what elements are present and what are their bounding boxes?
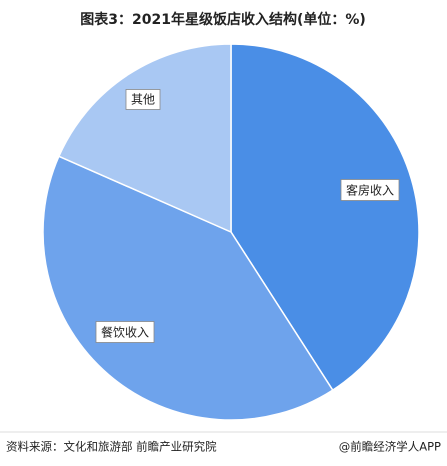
credit: @前瞻经济学人APP (339, 440, 441, 454)
label-box (95, 321, 155, 343)
source: 资料来源：文化和旅游部 前瞻产业研究院 (6, 440, 217, 454)
slice-label: 餐饮收入 (101, 325, 149, 340)
slice-label: 客房收入 (346, 183, 394, 198)
pie (42, 43, 420, 421)
label-box (340, 179, 400, 201)
pie-slice (230, 43, 420, 392)
pie-slice (42, 155, 334, 421)
label-box (125, 89, 161, 110)
slice-label: 其他 (131, 93, 155, 107)
chart-title: 图表3：2021年星级饭店收入结构(单位：%) (80, 11, 366, 28)
pie-slice (57, 43, 232, 234)
